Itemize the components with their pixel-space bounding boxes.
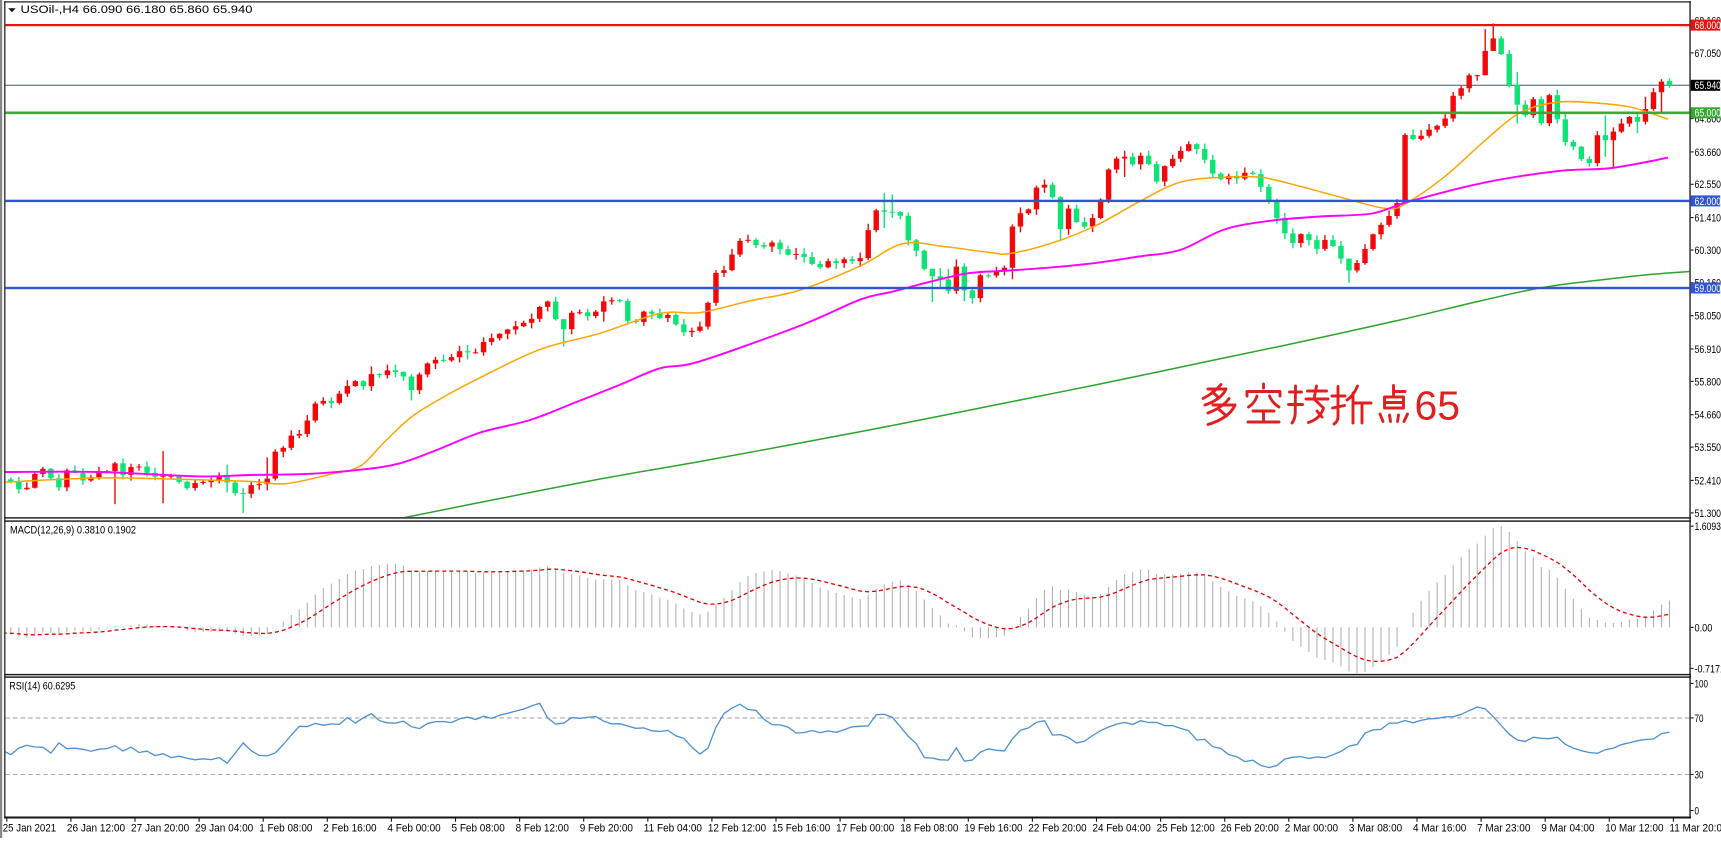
svg-text:26 Feb 20:00: 26 Feb 20:00 [1221, 823, 1279, 835]
svg-text:0: 0 [1695, 805, 1700, 817]
svg-text:65.940: 65.940 [1695, 80, 1721, 92]
svg-text:54.660: 54.660 [1695, 410, 1721, 422]
svg-text:5 Feb 08:00: 5 Feb 08:00 [452, 823, 505, 835]
svg-text:3 Mar 08:00: 3 Mar 08:00 [1349, 823, 1402, 835]
svg-text:9 Mar 04:00: 9 Mar 04:00 [1541, 823, 1594, 835]
svg-text:25 Feb 12:00: 25 Feb 12:00 [1157, 823, 1215, 835]
svg-text:60.300: 60.300 [1695, 245, 1721, 257]
svg-text:1 Feb 08:00: 1 Feb 08:00 [259, 823, 312, 835]
svg-text:100: 100 [1695, 678, 1709, 690]
svg-text:17 Feb 00:00: 17 Feb 00:00 [836, 823, 894, 835]
svg-text:RSI(14) 60.6295: RSI(14) 60.6295 [9, 680, 75, 692]
svg-text:25 Jan 2021: 25 Jan 2021 [3, 823, 56, 835]
svg-text:53.550: 53.550 [1695, 442, 1721, 454]
svg-text:15 Feb 16:00: 15 Feb 16:00 [772, 823, 830, 835]
svg-text:55.800: 55.800 [1695, 376, 1721, 388]
svg-text:8 Feb 12:00: 8 Feb 12:00 [516, 823, 569, 835]
svg-text:58.050: 58.050 [1695, 311, 1721, 323]
svg-text:7 Mar 23:00: 7 Mar 23:00 [1477, 823, 1530, 835]
svg-text:1.6093: 1.6093 [1695, 521, 1721, 533]
svg-text:62.000: 62.000 [1695, 196, 1721, 208]
svg-text:24 Feb 04:00: 24 Feb 04:00 [1093, 823, 1151, 835]
svg-text:11 Mar 20:00: 11 Mar 20:00 [1669, 823, 1721, 835]
svg-text:2 Mar 00:00: 2 Mar 00:00 [1285, 823, 1338, 835]
svg-text:10 Mar 12:00: 10 Mar 12:00 [1605, 823, 1663, 835]
svg-text:68.000: 68.000 [1695, 20, 1721, 32]
svg-text:62.550: 62.550 [1695, 179, 1721, 191]
svg-text:67.050: 67.050 [1695, 48, 1721, 60]
svg-text:0.00: 0.00 [1695, 622, 1713, 634]
svg-text:2 Feb 16:00: 2 Feb 16:00 [323, 823, 376, 835]
svg-text:30: 30 [1695, 769, 1704, 781]
svg-text:61.410: 61.410 [1695, 213, 1721, 225]
svg-text:18 Feb 08:00: 18 Feb 08:00 [900, 823, 958, 835]
svg-text:USOil-,H4 66.090 66.180 65.86: USOil-,H4 66.090 66.180 65.860 65.940 [21, 4, 253, 16]
svg-text:51.300: 51.300 [1695, 508, 1721, 520]
svg-text:19 Feb 16:00: 19 Feb 16:00 [964, 823, 1022, 835]
svg-text:MACD(12,26,9) 0.3810 0.1902: MACD(12,26,9) 0.3810 0.1902 [10, 525, 136, 537]
svg-text:27 Jan 20:00: 27 Jan 20:00 [131, 823, 189, 835]
svg-text:29 Jan 04:00: 29 Jan 04:00 [195, 823, 253, 835]
svg-text:11 Feb 04:00: 11 Feb 04:00 [644, 823, 702, 835]
svg-text:70: 70 [1695, 713, 1704, 725]
svg-text:9 Feb 20:00: 9 Feb 20:00 [580, 823, 633, 835]
svg-text:65: 65 [1415, 383, 1461, 429]
svg-text:59.000: 59.000 [1695, 283, 1721, 295]
svg-text:26 Jan 12:00: 26 Jan 12:00 [67, 823, 125, 835]
svg-text:52.410: 52.410 [1695, 475, 1721, 487]
svg-text:22 Feb 20:00: 22 Feb 20:00 [1028, 823, 1086, 835]
svg-text:4 Mar 16:00: 4 Mar 16:00 [1413, 823, 1466, 835]
svg-text:56.910: 56.910 [1695, 344, 1721, 356]
svg-text:63.660: 63.660 [1695, 147, 1721, 159]
svg-text:12 Feb 12:00: 12 Feb 12:00 [708, 823, 766, 835]
svg-text:4 Feb 00:00: 4 Feb 00:00 [387, 823, 440, 835]
svg-text:65.000: 65.000 [1695, 108, 1721, 120]
